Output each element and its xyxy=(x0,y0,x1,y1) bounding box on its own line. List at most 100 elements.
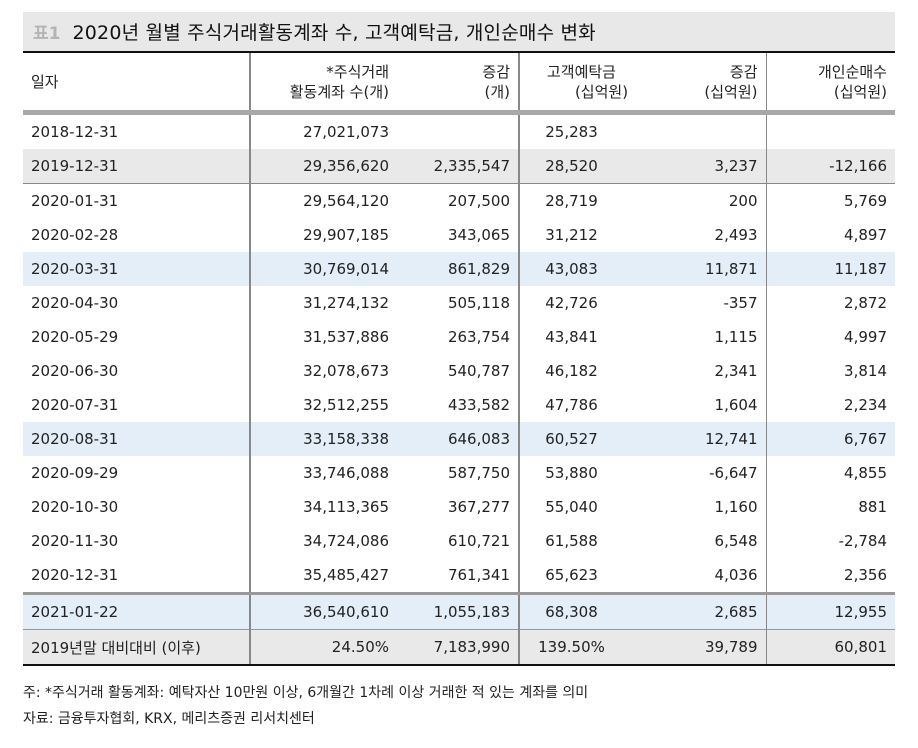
date-cell: 2020-09-29 xyxy=(23,456,251,490)
net-buy-cell: 4,855 xyxy=(844,464,887,482)
net-buy-cell: 4,897 xyxy=(844,226,887,244)
accounts-change-cell: 610,721 xyxy=(397,524,520,558)
date-cell: 2020-06-30 xyxy=(23,354,251,388)
table-row: 2020-03-31 30,769,014 861,829 43,083 11,871 1… xyxy=(23,252,895,286)
deposits-cell: 42,726 xyxy=(545,294,598,312)
accounts-change-cell xyxy=(397,112,520,149)
table-row: 2019-12-31 29,356,620 2,335,547 28,520 3,237… xyxy=(23,149,895,184)
header-unit: 활동계좌 수(개) xyxy=(289,82,389,101)
accounts-change-cell: 587,750 xyxy=(397,456,520,490)
table-row: 2020-08-31 33,158,338 646,083 60,527 12,741 6… xyxy=(23,422,895,456)
accounts-change-cell: 367,277 xyxy=(397,490,520,524)
deposits-cell: 46,182 xyxy=(545,362,598,380)
accounts-cell: 35,485,427 xyxy=(303,566,389,584)
header-label: 개인순매수 xyxy=(817,62,887,81)
net-buy-cell: 12,955 xyxy=(766,592,895,630)
accounts-change-cell: 861,829 xyxy=(397,252,520,286)
net-buy-cell: -12,166 xyxy=(766,149,895,184)
accounts-cell: 27,021,073 xyxy=(303,123,389,141)
deposits-change-cell: -357 xyxy=(643,286,767,320)
header-unit: (개) xyxy=(484,82,510,101)
header-row: 일자 *주식거래 활동계좌 수(개) 증감 (개) 고객예탁금 (십억원) 증감 (십억… xyxy=(23,53,895,115)
table-row: 2020-05-29 31,537,886 263,754 43,841 1,115 4,… xyxy=(23,320,895,354)
net-buy-cell: 2,234 xyxy=(844,396,887,414)
header-accounts-change: 증감 (개) xyxy=(397,53,520,115)
accounts-change-cell: 343,065 xyxy=(397,218,520,252)
header-unit: (십억원) xyxy=(833,82,887,101)
deposits-cell: 28,520 xyxy=(519,149,643,184)
date-cell: 2018-12-31 xyxy=(23,112,251,149)
deposits-change-cell: 2,493 xyxy=(643,218,767,252)
accounts-cell: 30,769,014 xyxy=(250,252,397,286)
header-label: 고객예탁금 xyxy=(546,62,616,81)
net-buy-cell: -2,784 xyxy=(838,532,887,550)
accounts-change-cell: 540,787 xyxy=(397,354,520,388)
header-label: 증감 xyxy=(729,62,758,81)
date-cell: 2020-01-31 xyxy=(23,183,251,218)
accounts-cell: 34,113,365 xyxy=(303,498,389,516)
net-buy-cell: 11,187 xyxy=(766,252,895,286)
header-net-buy: 개인순매수 (십억원) xyxy=(766,53,895,115)
deposits-change-cell: 39,789 xyxy=(643,629,767,666)
deposits-cell: 68,308 xyxy=(519,592,643,630)
deposits-change-cell: 12,741 xyxy=(643,422,767,456)
date-cell: 2019년말 대비대비 (이후) xyxy=(23,629,251,666)
table-row: 2019년말 대비대비 (이후) 24.50% 7,183,990 139.50% 39… xyxy=(23,629,895,666)
header-date: 일자 xyxy=(23,53,251,115)
net-buy-cell: 6,767 xyxy=(766,422,895,456)
accounts-change-cell: 433,582 xyxy=(397,388,520,422)
date-cell: 2019-12-31 xyxy=(23,149,251,184)
deposits-cell: 53,880 xyxy=(545,464,598,482)
header-label: *주식거래 xyxy=(326,62,389,81)
accounts-change-cell: 646,083 xyxy=(397,422,520,456)
accounts-cell: 31,537,886 xyxy=(303,328,389,346)
deposits-change-cell: 4,036 xyxy=(643,558,767,594)
deposits-change-cell: 1,115 xyxy=(643,320,767,354)
accounts-cell: 34,724,086 xyxy=(303,532,389,550)
deposits-change-cell: 2,685 xyxy=(643,592,767,630)
date-cell: 2020-07-31 xyxy=(23,388,251,422)
deposits-change-cell: 1,604 xyxy=(643,388,767,422)
deposits-cell: 28,719 xyxy=(545,192,598,210)
deposits-cell: 43,083 xyxy=(519,252,643,286)
deposits-cell: 25,283 xyxy=(545,123,598,141)
header-deposits-change: 증감 (십억원) xyxy=(643,53,767,115)
deposits-change-cell: 11,871 xyxy=(643,252,767,286)
accounts-cell: 33,746,088 xyxy=(303,464,389,482)
accounts-cell: 29,356,620 xyxy=(250,149,397,184)
footnote-definition: 주: *주식거래 활동계좌: 예탁자산 10만원 이상, 6개월간 1차례 이상… xyxy=(23,685,589,701)
table-row: 2020-06-30 32,078,673 540,787 46,182 2,341 3,… xyxy=(23,354,895,388)
deposits-change-cell: 2,341 xyxy=(643,354,767,388)
header-label: 증감 xyxy=(482,62,510,81)
date-cell: 2021-01-22 xyxy=(23,592,251,630)
accounts-cell: 36,540,610 xyxy=(250,592,397,630)
header-label: 일자 xyxy=(31,72,59,91)
table-row: 2020-01-31 29,564,120 207,500 28,719 200 5,76… xyxy=(23,183,895,218)
deposits-change-cell xyxy=(643,112,767,149)
table-title-bar: 표1 2020년 월별 주식거래활동계좌 수, 고객예탁금, 개인순매수 변화 xyxy=(23,12,895,53)
date-cell: 2020-12-31 xyxy=(23,558,251,594)
table-row: 2020-07-31 32,512,255 433,582 47,786 1,604 2,… xyxy=(23,388,895,422)
accounts-change-cell: 761,341 xyxy=(397,558,520,594)
date-cell: 2020-08-31 xyxy=(23,422,251,456)
header-unit: (십억원) xyxy=(574,82,629,101)
accounts-cell: 33,158,338 xyxy=(250,422,397,456)
deposits-cell: 61,588 xyxy=(545,532,598,550)
header-accounts: *주식거래 활동계좌 수(개) xyxy=(250,53,397,115)
date-cell: 2020-04-30 xyxy=(23,286,251,320)
footnote-source: 자료: 금융투자협회, KRX, 메리츠증권 리서치센터 xyxy=(23,711,315,727)
accounts-cell: 31,274,132 xyxy=(303,294,389,312)
accounts-change-cell: 2,335,547 xyxy=(397,149,520,184)
table-title: 2020년 월별 주식거래활동계좌 수, 고객예탁금, 개인순매수 변화 xyxy=(72,22,596,44)
table-row: 2020-10-30 34,113,365 367,277 55,040 1,160 88… xyxy=(23,490,895,524)
net-buy-cell: 4,997 xyxy=(844,328,887,346)
net-buy-cell xyxy=(766,113,895,150)
date-cell: 2020-03-31 xyxy=(23,252,251,286)
table-row: 2020-04-30 31,274,132 505,118 42,726 -357 2,8… xyxy=(23,286,895,320)
deposits-change-cell: 3,237 xyxy=(643,149,767,184)
table-number-tag: 표1 xyxy=(33,24,61,44)
accounts-change-cell: 263,754 xyxy=(397,320,520,354)
data-table: 일자 *주식거래 활동계좌 수(개) 증감 (개) 고객예탁금 (십억원) 증감 (십억… xyxy=(23,53,895,666)
header-unit: (십억원) xyxy=(704,82,758,101)
table-row: 2021-01-22 36,540,610 1,055,183 68,308 2,685… xyxy=(23,592,895,630)
